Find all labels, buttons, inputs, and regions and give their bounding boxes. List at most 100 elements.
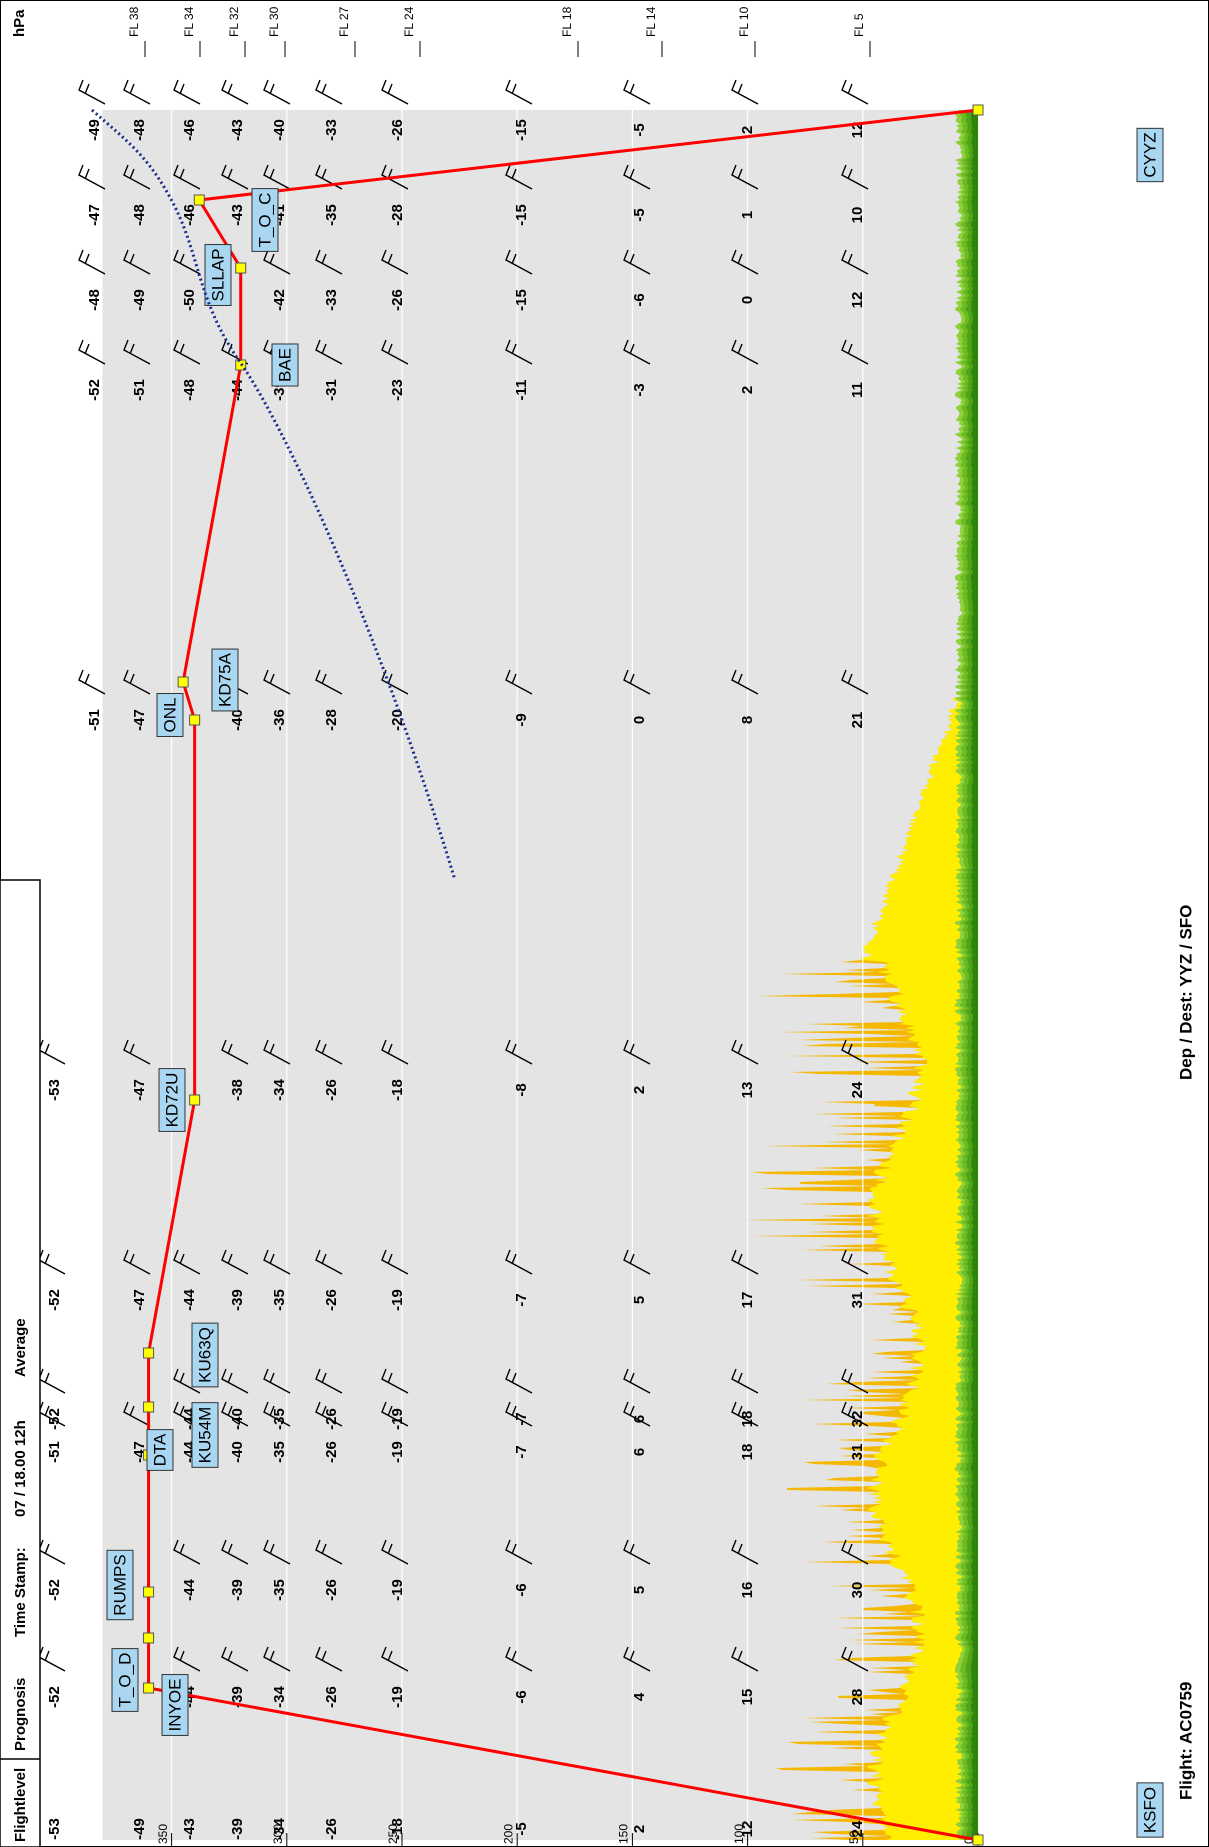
temperature: 32	[849, 1411, 866, 1428]
wind-barb	[263, 164, 291, 190]
temperature: -35	[271, 1289, 288, 1311]
wind-barb	[263, 79, 291, 105]
temperature: -28	[389, 204, 406, 226]
wind-barb	[731, 1401, 759, 1427]
temperature: -15	[513, 119, 530, 141]
wind-barb	[123, 669, 151, 695]
level-label: FL 10	[737, 6, 751, 37]
temperature: 6	[631, 1415, 648, 1423]
wind-barb	[841, 249, 869, 275]
temperature: -19	[389, 1441, 406, 1463]
terrain	[860, 110, 978, 1840]
wind-barb	[173, 339, 201, 365]
temperature: -36	[271, 709, 288, 731]
waypoint-label: KU54M	[195, 1407, 214, 1464]
temperature: 5	[631, 1296, 648, 1304]
level-unit: hPa	[11, 9, 28, 37]
wind-barb	[123, 1401, 151, 1427]
waypoint-label: T_O_C	[255, 193, 274, 248]
waypoint-label: ONL	[160, 698, 179, 733]
temperature: -40	[229, 1408, 246, 1430]
wind-barb	[315, 1249, 343, 1275]
temperature: 10	[849, 207, 866, 224]
temperature: -48	[86, 289, 103, 311]
temperature: -34	[271, 1818, 288, 1840]
temperature: -43	[181, 1818, 198, 1840]
temperature: 12	[849, 292, 866, 309]
wind-barb	[623, 669, 651, 695]
wind-barb	[221, 1039, 249, 1065]
wind-barb	[623, 164, 651, 190]
waypoint-box	[111, 1648, 139, 1712]
wind-barb	[173, 1539, 201, 1565]
temperature: -35	[271, 1579, 288, 1601]
temperature: -5	[631, 123, 648, 136]
flight-id: Flight: AC0759	[1176, 1682, 1195, 1800]
waypoint-marker	[235, 262, 247, 274]
waypoint-box	[156, 693, 184, 737]
wind-barb	[315, 249, 343, 275]
temperature: -48	[131, 204, 148, 226]
level-label: FL 38	[127, 6, 141, 37]
route-info: Dep / Dest: YYZ / SFO	[1176, 905, 1195, 1080]
wind-barb	[381, 1039, 409, 1065]
wind-barb	[173, 79, 201, 105]
wind-barb	[315, 1646, 343, 1672]
temperature: -44	[181, 1579, 198, 1601]
temperature: -23	[389, 379, 406, 401]
temperature: 5	[631, 1586, 648, 1594]
wind-barb	[221, 164, 249, 190]
temperature: 4	[631, 1692, 648, 1701]
wind-barb	[263, 1039, 291, 1065]
wind-barb	[841, 79, 869, 105]
temperature: -6	[513, 1690, 530, 1703]
axis-title: Flightlevel	[12, 1768, 29, 1842]
temperature: -5	[631, 208, 648, 221]
timestamp-value[interactable]: 07 / 18.00 12h	[12, 1420, 29, 1517]
temperature: -52	[86, 379, 103, 401]
wind-barb	[221, 79, 249, 105]
temperature: -39	[229, 1579, 246, 1601]
temperature: -44	[181, 1289, 198, 1311]
wind-barb	[841, 1401, 869, 1427]
wind-barb	[731, 669, 759, 695]
y-tick-label: 200	[501, 1824, 515, 1844]
tab-average[interactable]: Average	[12, 1318, 29, 1377]
tab-prognosis[interactable]: Prognosis	[12, 1678, 29, 1751]
wind-barb	[263, 1646, 291, 1672]
temperature: 1	[739, 211, 756, 219]
level-label: FL 14	[644, 6, 658, 37]
level-label: FL 34	[182, 6, 196, 37]
temperature: -50	[181, 289, 198, 311]
wind-barb	[731, 339, 759, 365]
wind-barb	[623, 1646, 651, 1672]
temperature: -51	[46, 1441, 63, 1463]
temperature: -26	[323, 1408, 340, 1430]
wind-barb	[78, 249, 106, 275]
wind-barb	[623, 1539, 651, 1565]
wind-barb	[123, 79, 151, 105]
wind-barb	[841, 1368, 869, 1394]
wind-barb	[623, 249, 651, 275]
wind-barb	[263, 669, 291, 695]
temperature: 24	[849, 1081, 866, 1098]
temperature: -34	[271, 1686, 288, 1708]
wind-barb	[841, 1039, 869, 1065]
wind-barb	[841, 669, 869, 695]
waypoint-label: KU63Q	[195, 1327, 214, 1383]
wind-barb	[505, 1039, 533, 1065]
wind-barb	[381, 1646, 409, 1672]
wind-barb	[841, 1539, 869, 1565]
wind-barb	[381, 79, 409, 105]
wind-barb	[623, 1401, 651, 1427]
wind-barb	[505, 1539, 533, 1565]
temperature: 18	[739, 1444, 756, 1461]
temperature: -39	[229, 1818, 246, 1840]
temperature: -11	[513, 380, 530, 401]
temperature: 13	[739, 1082, 756, 1099]
wind-barb	[731, 1646, 759, 1672]
waypoint-box	[161, 1674, 189, 1736]
waypoint-label: SLLAP	[208, 249, 227, 302]
wind-barb	[263, 1401, 291, 1427]
waypoint-box	[1136, 127, 1164, 183]
